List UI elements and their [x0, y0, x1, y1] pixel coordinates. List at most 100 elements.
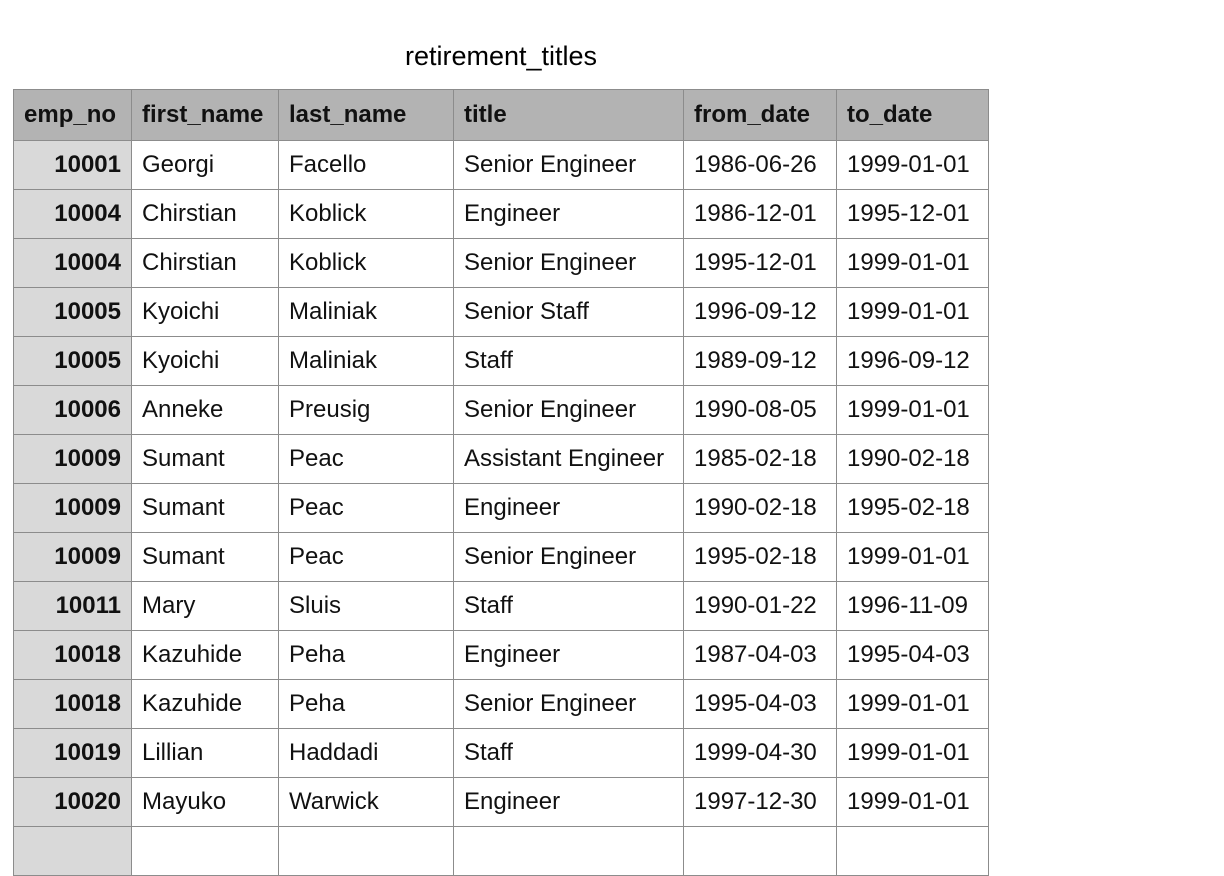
cell-from-date[interactable]: 1990-08-05 — [683, 385, 837, 435]
cell-from-date[interactable]: 1996-09-12 — [683, 287, 837, 337]
cell-title[interactable]: Senior Engineer — [453, 532, 684, 582]
cell-last-name[interactable]: Sluis — [278, 581, 454, 631]
cell-last-name[interactable] — [278, 826, 454, 876]
cell-title[interactable] — [453, 826, 684, 876]
cell-to-date[interactable]: 1999-01-01 — [836, 532, 989, 582]
cell-title[interactable]: Staff — [453, 581, 684, 631]
cell-last-name[interactable]: Peac — [278, 532, 454, 582]
cell-last-name[interactable]: Peha — [278, 630, 454, 680]
column-header-from-date[interactable]: from_date — [683, 89, 837, 141]
table-row: 10005 Kyoichi Maliniak Senior Staff 1996-09-… — [13, 287, 989, 337]
column-header-last-name[interactable]: last_name — [278, 89, 454, 141]
cell-title[interactable]: Senior Engineer — [453, 679, 684, 729]
cell-first-name[interactable]: Anneke — [131, 385, 279, 435]
cell-emp-no[interactable]: 10005 — [13, 287, 132, 337]
cell-first-name[interactable] — [131, 826, 279, 876]
cell-title[interactable]: Engineer — [453, 189, 684, 239]
cell-to-date[interactable]: 1999-01-01 — [836, 287, 989, 337]
cell-last-name[interactable]: Peha — [278, 679, 454, 729]
table-row — [13, 826, 989, 876]
cell-emp-no[interactable] — [13, 826, 132, 876]
cell-first-name[interactable]: Mary — [131, 581, 279, 631]
cell-to-date[interactable]: 1995-04-03 — [836, 630, 989, 680]
cell-last-name[interactable]: Koblick — [278, 189, 454, 239]
cell-to-date[interactable]: 1996-09-12 — [836, 336, 989, 386]
column-header-emp-no[interactable]: emp_no — [13, 89, 132, 141]
cell-from-date[interactable]: 1990-01-22 — [683, 581, 837, 631]
cell-from-date[interactable]: 1985-02-18 — [683, 434, 837, 484]
cell-title[interactable]: Engineer — [453, 483, 684, 533]
cell-emp-no[interactable]: 10009 — [13, 434, 132, 484]
cell-from-date[interactable]: 1989-09-12 — [683, 336, 837, 386]
cell-last-name[interactable]: Warwick — [278, 777, 454, 827]
cell-first-name[interactable]: Chirstian — [131, 238, 279, 288]
cell-from-date[interactable]: 1986-06-26 — [683, 140, 837, 190]
cell-emp-no[interactable]: 10009 — [13, 532, 132, 582]
cell-to-date[interactable]: 1999-01-01 — [836, 140, 989, 190]
cell-from-date[interactable]: 1995-04-03 — [683, 679, 837, 729]
cell-to-date[interactable]: 1999-01-01 — [836, 238, 989, 288]
cell-last-name[interactable]: Preusig — [278, 385, 454, 435]
cell-from-date[interactable]: 1990-02-18 — [683, 483, 837, 533]
column-header-to-date[interactable]: to_date — [836, 89, 989, 141]
cell-last-name[interactable]: Peac — [278, 434, 454, 484]
cell-from-date[interactable]: 1995-02-18 — [683, 532, 837, 582]
cell-first-name[interactable]: Kazuhide — [131, 630, 279, 680]
cell-first-name[interactable]: Georgi — [131, 140, 279, 190]
cell-last-name[interactable]: Haddadi — [278, 728, 454, 778]
cell-emp-no[interactable]: 10020 — [13, 777, 132, 827]
cell-emp-no[interactable]: 10006 — [13, 385, 132, 435]
cell-emp-no[interactable]: 10004 — [13, 189, 132, 239]
cell-emp-no[interactable]: 10018 — [13, 630, 132, 680]
cell-emp-no[interactable]: 10018 — [13, 679, 132, 729]
cell-to-date[interactable]: 1999-01-01 — [836, 385, 989, 435]
cell-emp-no[interactable]: 10001 — [13, 140, 132, 190]
cell-title[interactable]: Staff — [453, 728, 684, 778]
table-row: 10020 Mayuko Warwick Engineer 1997-12-30 1999… — [13, 777, 989, 827]
cell-to-date[interactable] — [836, 826, 989, 876]
cell-emp-no[interactable]: 10009 — [13, 483, 132, 533]
column-header-title[interactable]: title — [453, 89, 684, 141]
cell-from-date[interactable]: 1995-12-01 — [683, 238, 837, 288]
cell-to-date[interactable]: 1999-01-01 — [836, 679, 989, 729]
cell-title[interactable]: Staff — [453, 336, 684, 386]
cell-first-name[interactable]: Kyoichi — [131, 336, 279, 386]
cell-first-name[interactable]: Sumant — [131, 483, 279, 533]
cell-title[interactable]: Senior Engineer — [453, 385, 684, 435]
cell-first-name[interactable]: Sumant — [131, 434, 279, 484]
cell-emp-no[interactable]: 10004 — [13, 238, 132, 288]
column-header-first-name[interactable]: first_name — [131, 89, 279, 141]
cell-first-name[interactable]: Sumant — [131, 532, 279, 582]
cell-first-name[interactable]: Kazuhide — [131, 679, 279, 729]
cell-emp-no[interactable]: 10011 — [13, 581, 132, 631]
cell-first-name[interactable]: Lillian — [131, 728, 279, 778]
cell-to-date[interactable]: 1995-02-18 — [836, 483, 989, 533]
cell-to-date[interactable]: 1990-02-18 — [836, 434, 989, 484]
cell-last-name[interactable]: Maliniak — [278, 287, 454, 337]
table-row: 10001 Georgi Facello Senior Engineer 1986-06… — [13, 140, 989, 190]
cell-to-date[interactable]: 1999-01-01 — [836, 777, 989, 827]
cell-from-date[interactable]: 1999-04-30 — [683, 728, 837, 778]
cell-to-date[interactable]: 1999-01-01 — [836, 728, 989, 778]
cell-last-name[interactable]: Facello — [278, 140, 454, 190]
cell-first-name[interactable]: Kyoichi — [131, 287, 279, 337]
cell-title[interactable]: Assistant Engineer — [453, 434, 684, 484]
cell-to-date[interactable]: 1996-11-09 — [836, 581, 989, 631]
cell-title[interactable]: Engineer — [453, 630, 684, 680]
cell-title[interactable]: Senior Engineer — [453, 140, 684, 190]
cell-first-name[interactable]: Mayuko — [131, 777, 279, 827]
cell-from-date[interactable]: 1987-04-03 — [683, 630, 837, 680]
cell-first-name[interactable]: Chirstian — [131, 189, 279, 239]
cell-title[interactable]: Senior Staff — [453, 287, 684, 337]
cell-last-name[interactable]: Peac — [278, 483, 454, 533]
cell-to-date[interactable]: 1995-12-01 — [836, 189, 989, 239]
cell-from-date[interactable] — [683, 826, 837, 876]
cell-last-name[interactable]: Maliniak — [278, 336, 454, 386]
cell-title[interactable]: Engineer — [453, 777, 684, 827]
cell-from-date[interactable]: 1997-12-30 — [683, 777, 837, 827]
cell-emp-no[interactable]: 10019 — [13, 728, 132, 778]
cell-last-name[interactable]: Koblick — [278, 238, 454, 288]
cell-emp-no[interactable]: 10005 — [13, 336, 132, 386]
cell-from-date[interactable]: 1986-12-01 — [683, 189, 837, 239]
cell-title[interactable]: Senior Engineer — [453, 238, 684, 288]
